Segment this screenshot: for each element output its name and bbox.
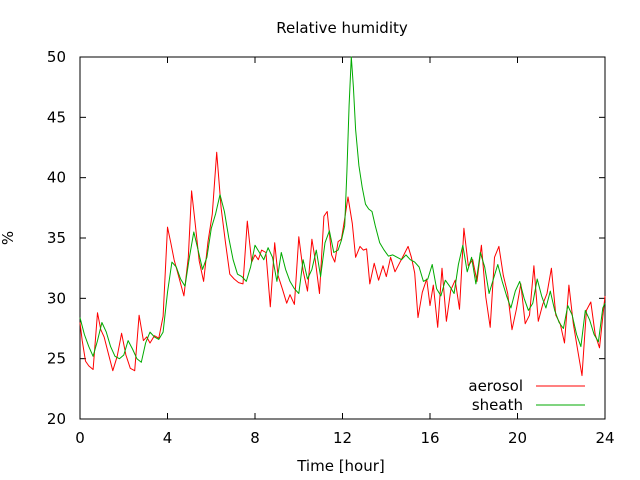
x-tick-label: 0 — [75, 429, 85, 447]
x-tick-label: 4 — [163, 429, 173, 447]
y-tick-label: 45 — [47, 108, 66, 126]
legend-label-sheath: sheath — [472, 396, 523, 414]
x-tick-label: 8 — [250, 429, 260, 447]
y-tick-label: 25 — [47, 350, 66, 368]
x-tick-label: 12 — [333, 429, 352, 447]
y-tick-label: 20 — [47, 410, 66, 428]
y-tick-label: 35 — [47, 229, 66, 247]
y-tick-label: 50 — [47, 48, 66, 66]
legend-label-aerosol: aerosol — [468, 377, 523, 395]
x-tick-label: 20 — [508, 429, 527, 447]
legend: aerosol sheath — [468, 377, 585, 414]
axis-ticks: 0 4 8 12 16 20 24 20 25 30 35 40 45 50 — [47, 48, 615, 447]
y-axis-label: % — [0, 231, 17, 245]
y-tick-label: 40 — [47, 169, 66, 187]
series-line-sheath — [79, 56, 606, 363]
chart-title: Relative humidity — [276, 19, 408, 37]
series-line-aerosol — [79, 151, 606, 377]
plot-frame — [79, 56, 606, 420]
series-lines — [79, 56, 606, 377]
y-tick-label: 30 — [47, 289, 66, 307]
x-tick-label: 16 — [420, 429, 439, 447]
x-tick-label: 24 — [595, 429, 614, 447]
x-axis-label: Time [hour] — [296, 457, 385, 475]
